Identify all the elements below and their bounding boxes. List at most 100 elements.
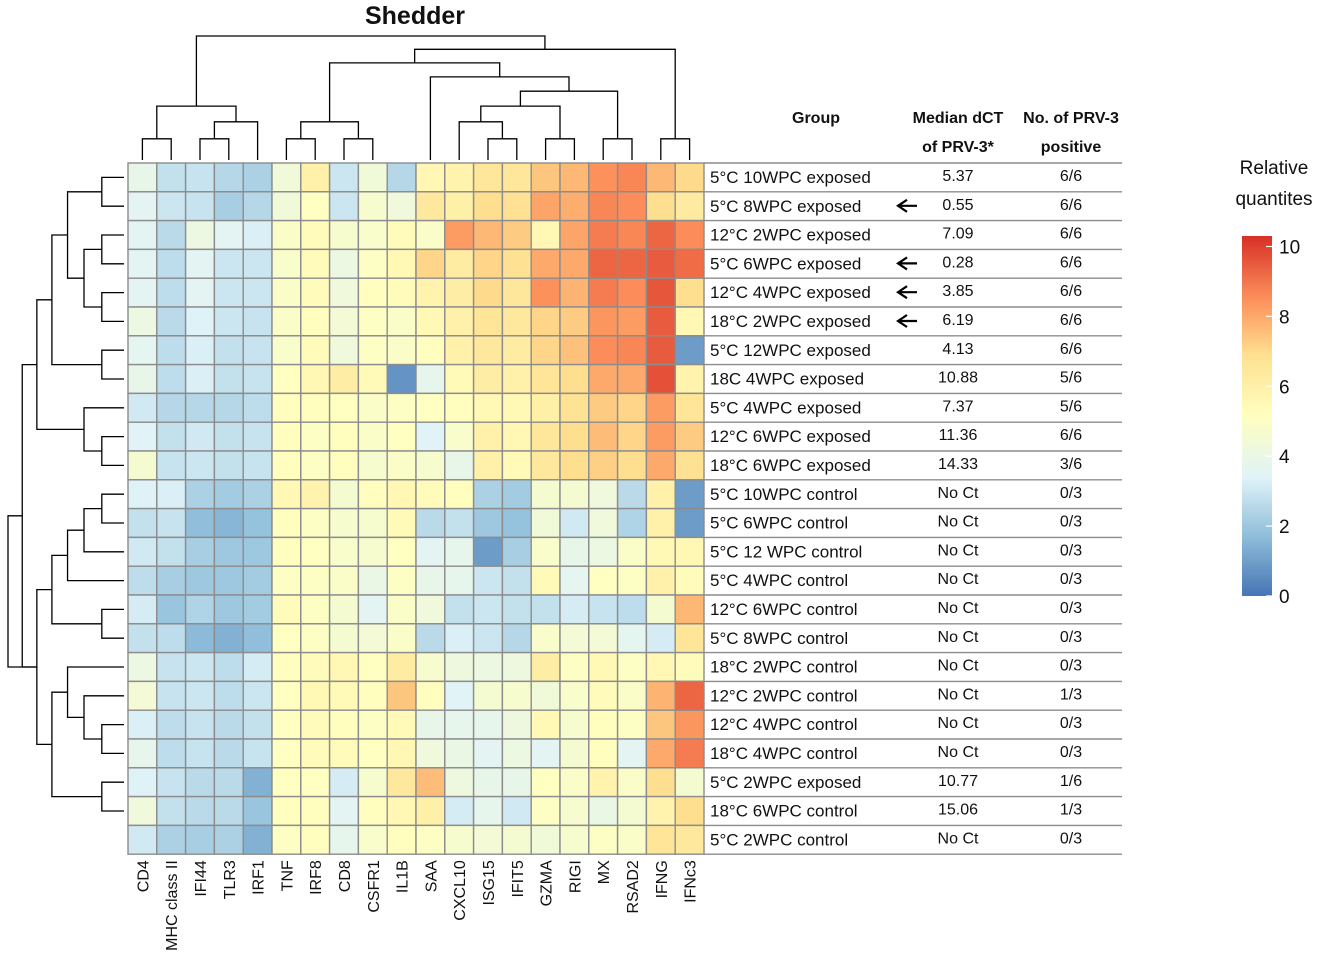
gene-label: RIGI: [567, 860, 584, 893]
heatmap-cell: [444, 306, 475, 337]
gene-label: MX: [596, 860, 613, 884]
heatmap-cell: [530, 248, 561, 279]
heatmap-cell: [357, 421, 388, 452]
heatmap-cell: [357, 594, 388, 625]
heatmap-cell: [674, 680, 705, 711]
group-label: 18°C 4WPC control: [710, 744, 858, 763]
heatmap-cell: [530, 565, 561, 596]
heatmap-cell: [184, 507, 216, 539]
dendrogram-branch: [101, 493, 124, 524]
heatmap-cell: [328, 507, 360, 539]
median-dct-value: No Ct: [938, 715, 979, 732]
heatmap-cell: [530, 450, 561, 481]
heatmap-cell: [472, 565, 504, 596]
group-header: Group: [792, 110, 840, 127]
heatmap-cell: [357, 680, 388, 711]
heatmap-cell: [127, 651, 158, 683]
heatmap-cell: [300, 162, 331, 193]
dendrogram-branch: [21, 363, 37, 668]
heatmap-cell: [530, 536, 561, 567]
heatmap-cell: [127, 536, 158, 567]
heatmap-cell: [415, 680, 446, 711]
median-dct-value: No Ct: [938, 571, 979, 588]
heatmap-cell: [386, 162, 417, 193]
heatmap-cell: [530, 795, 561, 827]
heatmap-cell: [616, 306, 648, 337]
group-label: 5°C 10WPC control: [710, 485, 858, 504]
dendrogram-branch: [101, 435, 124, 467]
heatmap-cell: [242, 565, 273, 596]
heatmap-cell: [588, 738, 619, 769]
heatmap-cell: [530, 162, 561, 193]
heatmap-cell: [184, 450, 216, 481]
heatmap-cell: [588, 306, 619, 337]
positive-count-value: 6/6: [1060, 312, 1082, 329]
heatmap-cell: [357, 651, 388, 683]
heatmap-cell: [184, 306, 216, 337]
heatmap-cell: [357, 335, 388, 366]
heatmap-cell: [386, 335, 417, 366]
heatmap-cell: [357, 191, 388, 222]
positive-count-value: 6/6: [1060, 283, 1082, 300]
heatmap-cell: [328, 363, 360, 395]
heatmap-cell: [156, 651, 187, 683]
positive-count-value: 0/3: [1060, 571, 1082, 588]
heatmap-cell: [242, 507, 273, 539]
group-label: 18°C 2WPC control: [710, 658, 858, 677]
heatmap-cell: [127, 594, 158, 625]
heatmap-cell: [300, 536, 331, 567]
heatmap-cell: [559, 479, 590, 510]
heatmap-cell: [645, 709, 676, 740]
heatmap-cell: [501, 248, 532, 279]
heatmap-cell: [674, 421, 705, 452]
heatmap-cell: [386, 767, 417, 798]
heatmap-cell: [559, 306, 590, 337]
heatmap-cell: [242, 651, 273, 683]
heatmap-cell: [415, 335, 446, 366]
heatmap-cell: [501, 219, 532, 251]
heatmap-cell: [271, 767, 302, 798]
heatmap-cell: [616, 277, 648, 308]
heatmap-cell: [472, 738, 504, 769]
heatmap-cell: [357, 565, 388, 596]
heatmap-cell: [386, 248, 417, 279]
heatmap-cell: [444, 363, 475, 395]
heatmap-cell: [645, 191, 676, 222]
heatmap-cell: [242, 594, 273, 625]
heatmap-cell: [213, 565, 244, 596]
heatmap-cell: [127, 738, 158, 769]
heatmap-cell: [127, 623, 158, 654]
heatmap-cell: [127, 680, 158, 711]
heatmap-cell: [156, 191, 187, 222]
heatmap-cell: [588, 421, 619, 452]
heatmap-cell: [184, 651, 216, 683]
heatmap-cell: [300, 306, 331, 337]
heatmap-cell: [501, 306, 532, 337]
heatmap-cell: [501, 392, 532, 423]
heatmap-cell: [242, 738, 273, 769]
heatmap-cell: [674, 565, 705, 596]
heatmap-cell: [616, 363, 648, 395]
heatmap-cell: [444, 565, 475, 596]
heatmap-cell: [213, 162, 244, 193]
heatmap-cell: [242, 306, 273, 337]
heatmap-cell: [674, 363, 705, 395]
heatmap-cell: [300, 623, 331, 654]
dendrogram-branch: [141, 138, 172, 160]
heatmap-cell: [357, 767, 388, 798]
dendrogram-branch: [83, 507, 124, 553]
heatmap-cell: [674, 651, 705, 683]
group-label: 12°C 6WPC exposed: [710, 427, 871, 446]
gene-label: ISG15: [481, 860, 498, 905]
heatmap-cell: [472, 421, 504, 452]
heatmap-cell: [271, 680, 302, 711]
heatmap-cell: [415, 219, 446, 251]
heatmap-cell: [501, 536, 532, 567]
heatmap-cell: [184, 824, 216, 855]
median-dct-value: 7.37: [942, 398, 973, 415]
heatmap-cell: [472, 536, 504, 567]
heatmap-cell: [328, 767, 360, 798]
heatmap-cell: [242, 277, 273, 308]
heatmap-cell: [501, 421, 532, 452]
heatmap-cell: [674, 738, 705, 769]
